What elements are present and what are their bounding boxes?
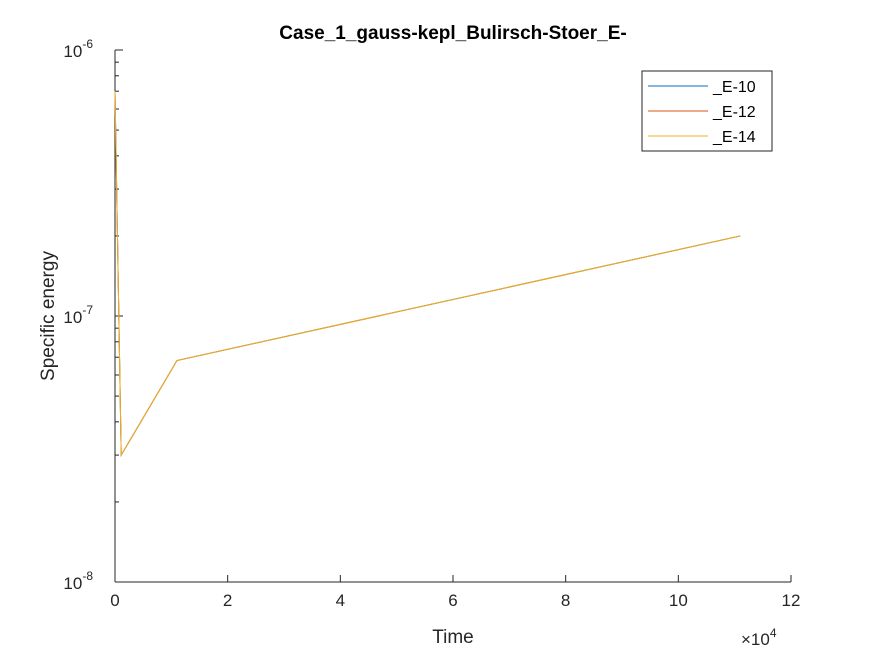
y-tick-exponent: -7 [82, 303, 93, 317]
x-axis-exponent: ×104 [741, 626, 777, 649]
x-tick-label: 4 [336, 591, 345, 610]
x-axis-ticks: 0 2 4 6 8 10 12 [110, 575, 800, 610]
y-tick-base: 10 [63, 574, 82, 593]
y-tick-base: 10 [63, 308, 82, 327]
legend-entry-label: _E-10 [712, 79, 756, 96]
legend-entry-label: _E-14 [712, 129, 756, 146]
y-tick-label: 10-6 [63, 37, 93, 61]
y-tick-label: 10-7 [63, 303, 93, 327]
y-axis-ticks: 10-810-710-6 [63, 37, 123, 593]
y-tick-label: 10-8 [63, 569, 93, 593]
x-tick-label: 6 [448, 591, 457, 610]
series-layer [114, 91, 741, 457]
series-line [114, 91, 741, 457]
x-tick-label: 0 [110, 591, 119, 610]
x-tick-label: 12 [782, 591, 801, 610]
x-axis-exponent-base: ×10 [741, 630, 770, 649]
chart-title: Case_1_gauss-kepl_Bulirsch-Stoer_E- [279, 23, 626, 44]
y-tick-exponent: -8 [82, 569, 93, 583]
x-tick-label: 10 [669, 591, 688, 610]
legend-entry-label: _E-12 [712, 104, 756, 121]
legend: _E-10 _E-12 _E-14 [641, 70, 773, 152]
y-tick-base: 10 [63, 42, 82, 61]
x-axis-exponent-power: 4 [770, 626, 777, 640]
x-tick-label: 2 [223, 591, 232, 610]
y-tick-exponent: -6 [82, 37, 93, 51]
y-axis-label: Specific energy [38, 251, 59, 381]
x-axis-label: Time [432, 627, 474, 648]
x-tick-label: 8 [561, 591, 570, 610]
